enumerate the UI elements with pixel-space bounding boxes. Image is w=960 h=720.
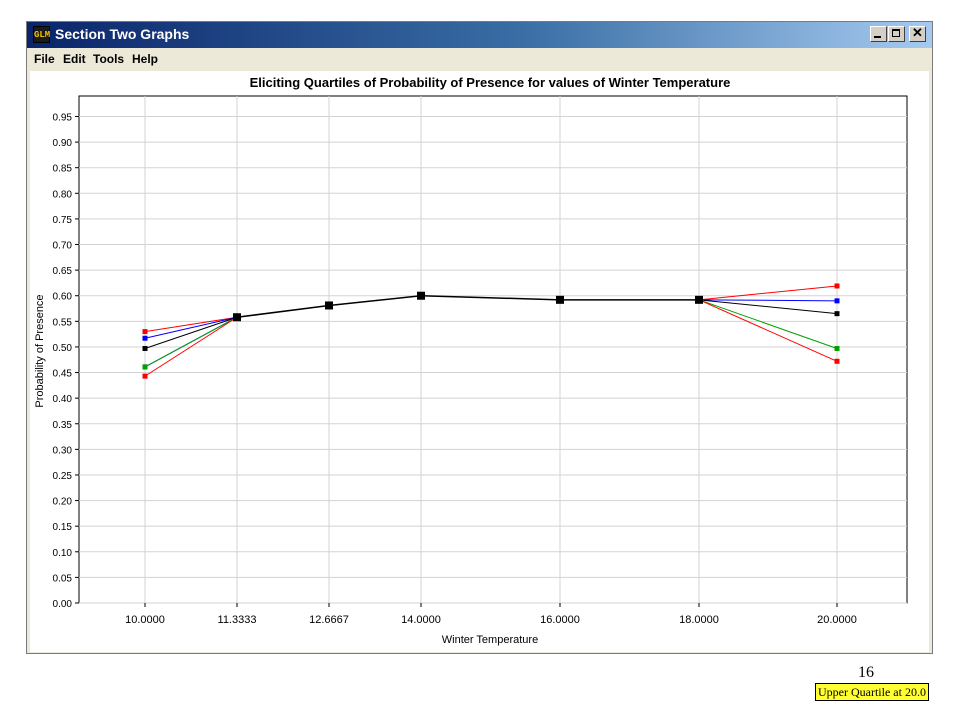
x-tick-label: 16.0000 <box>540 614 580 626</box>
y-tick-label: 0.20 <box>53 497 73 508</box>
maximize-button[interactable] <box>888 26 905 42</box>
minimize-icon <box>874 36 881 38</box>
series-line <box>144 316 238 377</box>
y-tick-label: 0.50 <box>53 343 73 354</box>
x-tick-label: 14.0000 <box>401 614 441 626</box>
minimize-button[interactable] <box>870 26 887 42</box>
y-tick-label: 0.75 <box>53 215 73 226</box>
x-axis-label: Winter Temperature <box>442 634 538 646</box>
data-point-marker <box>556 295 564 304</box>
maximize-icon <box>892 29 900 37</box>
data-point-marker <box>233 313 241 322</box>
close-button[interactable]: ✕ <box>909 25 926 42</box>
x-tick-label: 11.3333 <box>218 614 257 626</box>
data-point-marker <box>834 311 840 317</box>
y-tick-label: 0.90 <box>53 138 73 149</box>
y-tick-label: 0.10 <box>53 548 73 559</box>
x-tick-label: 18.0000 <box>679 614 719 626</box>
status-tooltip: Upper Quartile at 20.0 <box>815 683 929 701</box>
series-line <box>698 299 838 362</box>
x-tick-label: 20.0000 <box>817 614 857 626</box>
y-tick-label: 0.55 <box>53 317 73 328</box>
y-tick-label: 0.30 <box>53 445 73 456</box>
data-point-marker <box>142 329 148 335</box>
menu-tools[interactable]: Tools <box>93 52 125 66</box>
data-point-marker <box>142 364 148 370</box>
y-tick-label: 0.95 <box>53 112 73 123</box>
title-bar[interactable]: GLM Section Two Graphs ✕ <box>27 22 932 48</box>
y-tick-label: 0.85 <box>53 164 73 175</box>
series-line <box>698 299 838 349</box>
window-title: Section Two Graphs <box>55 26 190 42</box>
series-line <box>144 316 238 339</box>
y-tick-label: 0.65 <box>53 266 73 277</box>
chart-panel: Eliciting Quartiles of Probability of Pr… <box>30 71 929 701</box>
series-line <box>698 299 838 302</box>
data-point-marker <box>325 301 333 310</box>
data-point-marker <box>417 291 425 300</box>
y-tick-label: 0.45 <box>53 369 73 380</box>
y-tick-label: 0.05 <box>53 573 73 584</box>
series-line <box>698 299 838 315</box>
y-tick-label: 0.15 <box>53 522 73 533</box>
series-line <box>144 316 238 349</box>
data-point-marker <box>834 283 840 289</box>
menu-bar: File Edit Tools Help <box>27 49 932 69</box>
page-number: 16 <box>858 664 874 681</box>
data-point-marker <box>834 298 840 304</box>
y-tick-label: 0.70 <box>53 241 73 252</box>
data-point-marker <box>834 345 840 351</box>
x-tick-label: 10.0000 <box>125 614 165 626</box>
chart-title: Eliciting Quartiles of Probability of Pr… <box>250 75 731 90</box>
close-icon: ✕ <box>912 25 923 40</box>
series-line <box>144 316 238 333</box>
series-line <box>698 285 838 301</box>
data-point-marker <box>142 335 148 341</box>
y-tick-label: 0.25 <box>53 471 73 482</box>
data-point-marker <box>142 373 148 379</box>
y-tick-label: 0.40 <box>53 394 73 405</box>
menu-file[interactable]: File <box>34 52 55 66</box>
y-tick-label: 0.35 <box>53 420 73 431</box>
menu-help[interactable]: Help <box>132 52 159 66</box>
y-axis-label: Probability of Presence <box>34 294 46 407</box>
app-window: GLM Section Two Graphs ✕ File Edit Tools… <box>26 21 933 701</box>
app-logo-icon: GLM <box>33 26 50 43</box>
data-point-marker <box>834 358 840 364</box>
data-point-marker <box>695 295 703 304</box>
plot-frame <box>78 95 908 604</box>
quartile-chart: Eliciting Quartiles of Probability of Pr… <box>34 75 908 646</box>
y-tick-label: 0.80 <box>53 189 73 200</box>
y-tick-label: 0.00 <box>53 599 73 610</box>
y-tick-label: 0.60 <box>53 292 73 303</box>
data-point-marker <box>142 345 148 351</box>
series-line <box>144 316 238 368</box>
x-tick-label: 12.6667 <box>309 614 349 626</box>
menu-edit[interactable]: Edit <box>63 52 86 66</box>
